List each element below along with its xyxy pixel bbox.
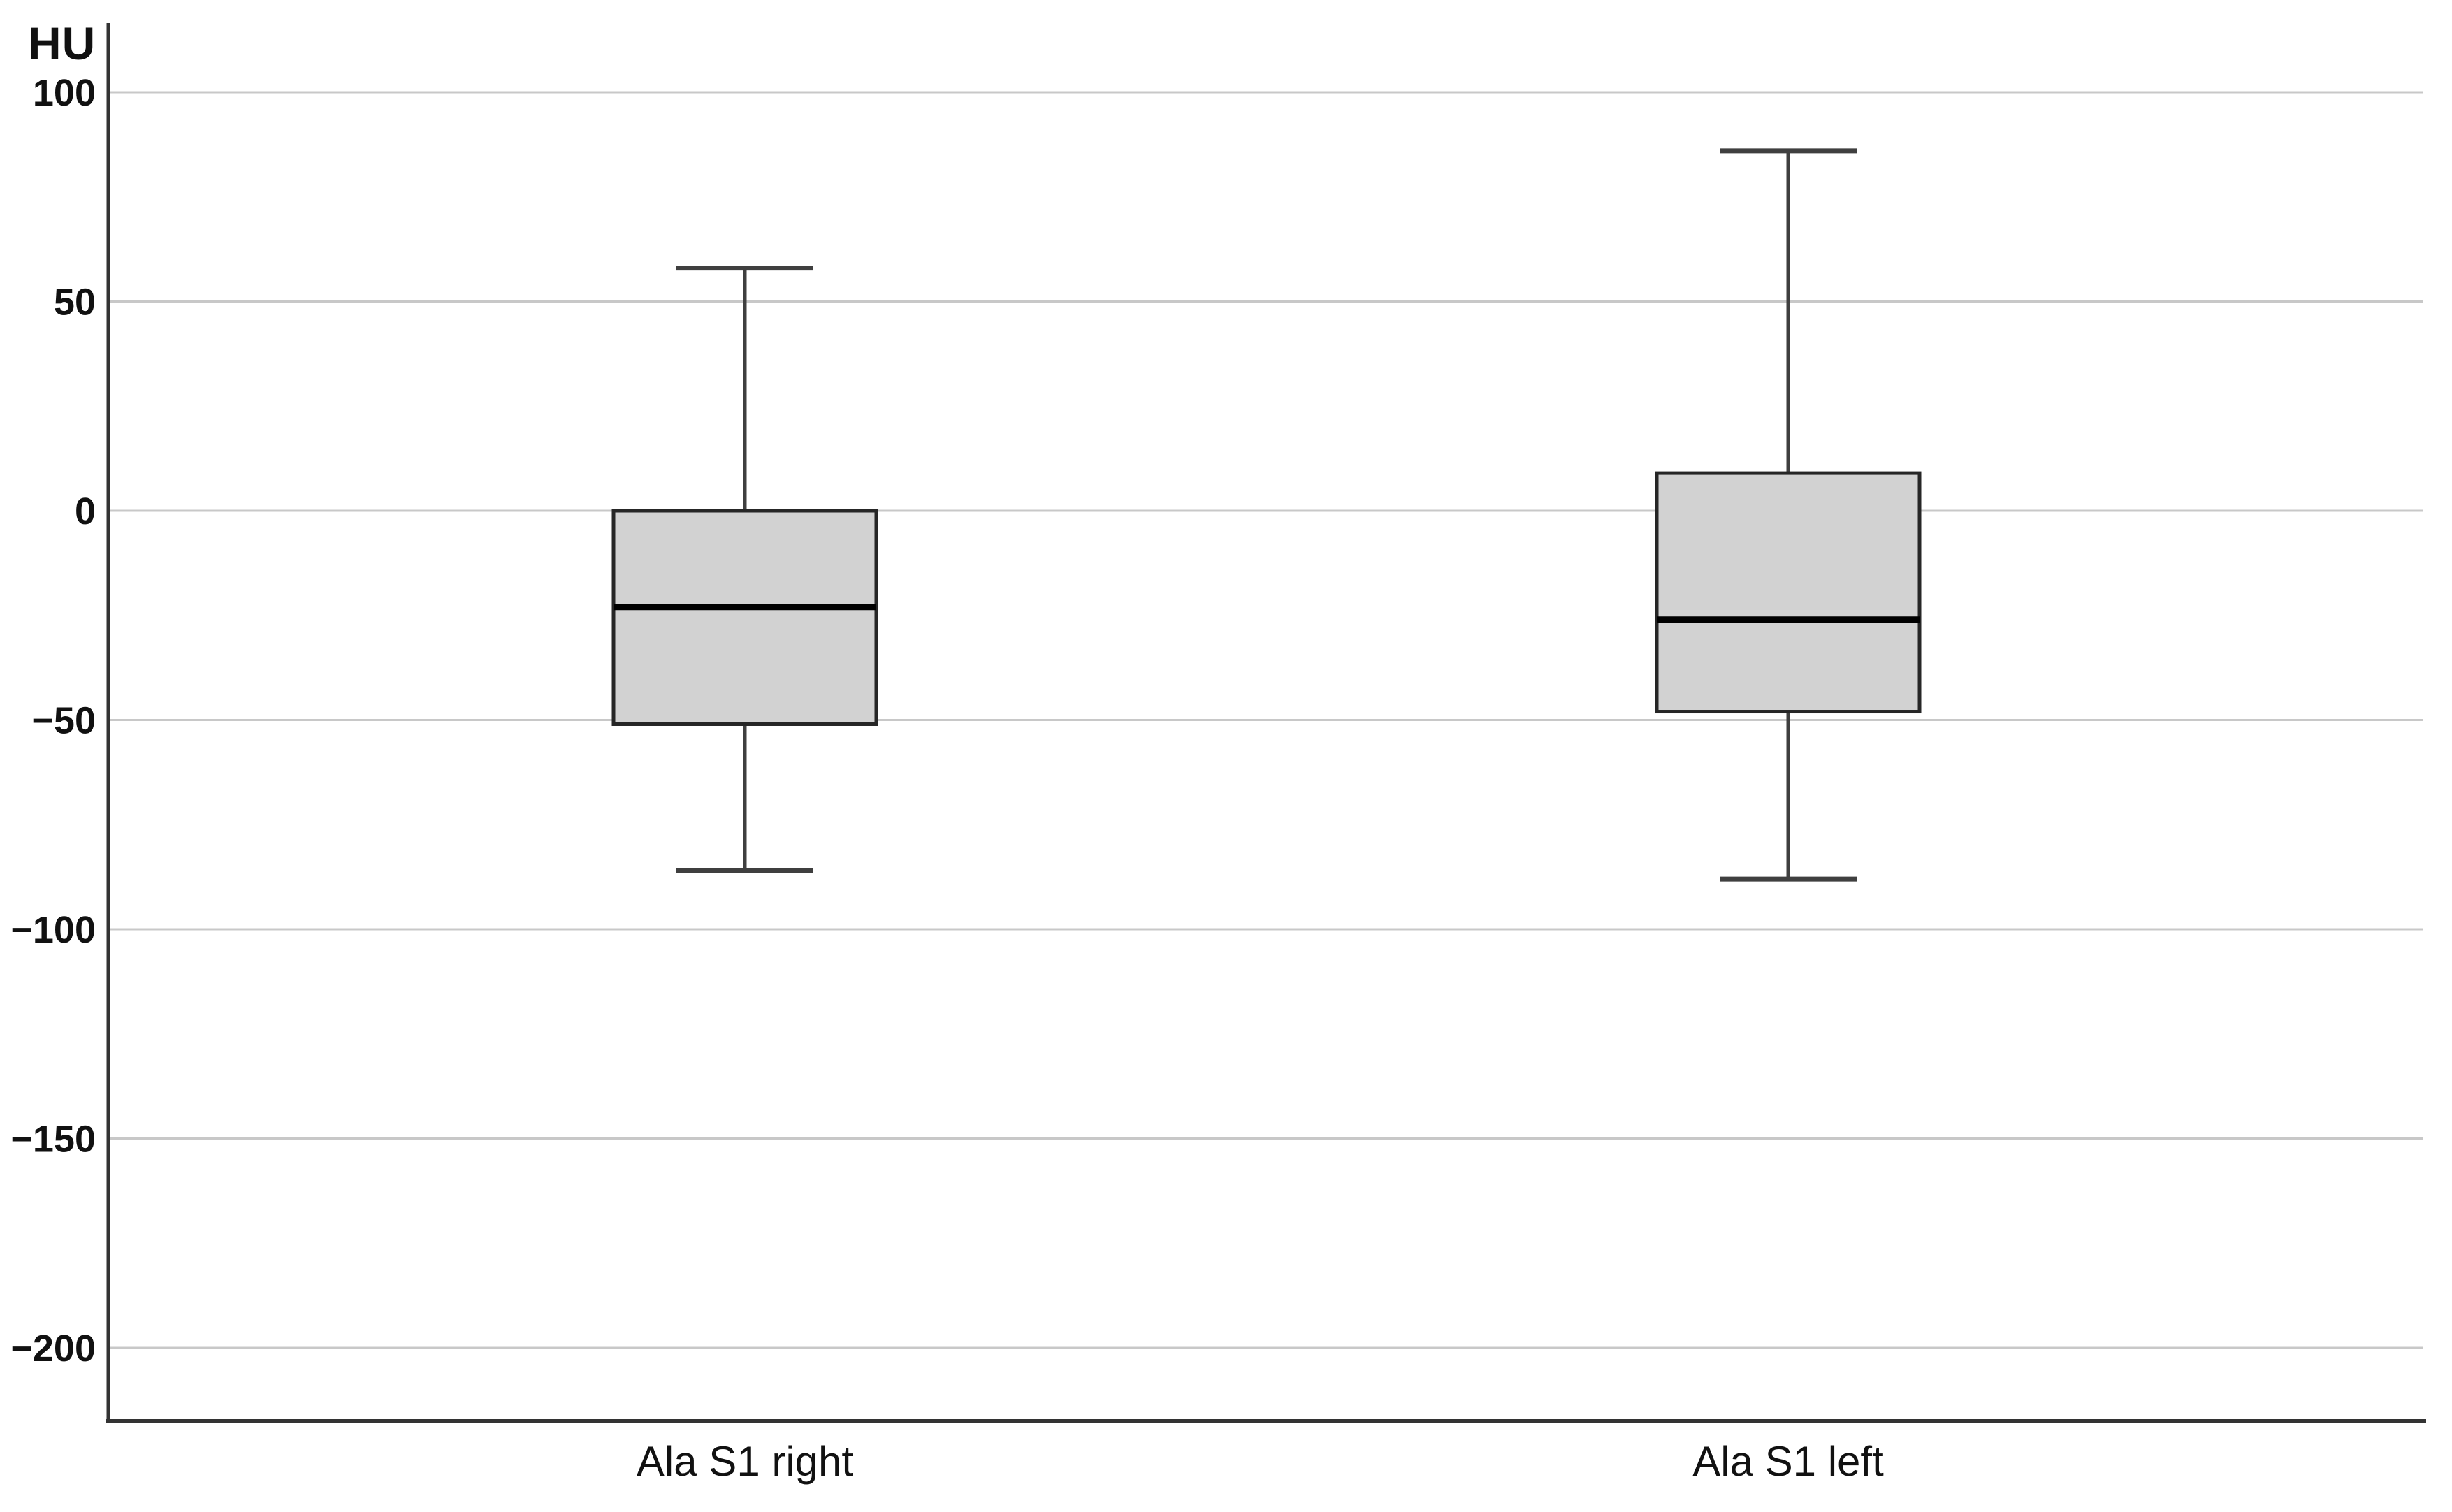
y-axis-unit-label: HU: [28, 17, 96, 69]
box: [611, 509, 878, 726]
y-tick-label: 0: [75, 490, 96, 532]
y-tick-label: −100: [10, 909, 96, 951]
y-tick-label: −150: [10, 1119, 96, 1161]
box: [1655, 471, 1922, 714]
y-tick-label: 50: [54, 282, 96, 324]
category-label: Ala S1 right: [637, 1438, 853, 1485]
category-label: Ala S1 left: [1692, 1438, 1884, 1485]
y-tick-label: 100: [33, 72, 96, 114]
y-tick-label: −200: [10, 1328, 96, 1369]
y-tick-label: −50: [31, 700, 96, 742]
